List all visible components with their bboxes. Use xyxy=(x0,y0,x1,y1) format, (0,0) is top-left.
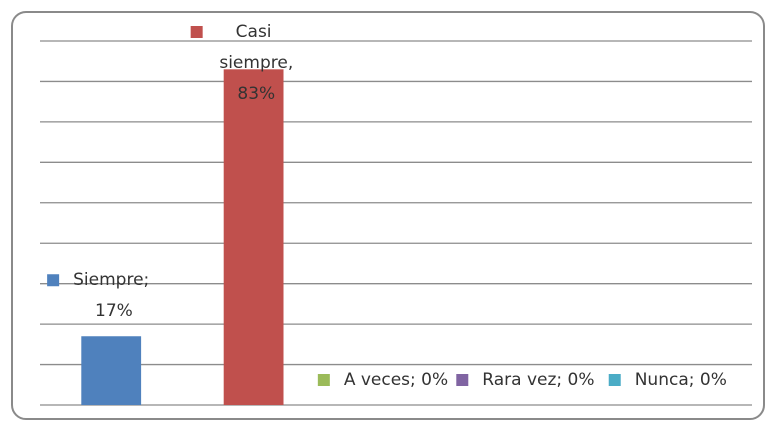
chart-frame xyxy=(11,11,765,420)
legend-key xyxy=(317,374,330,386)
legend-key xyxy=(47,274,60,287)
data-label: Siempre; 17% xyxy=(73,270,149,321)
data-label: A veces; 0% xyxy=(344,370,448,390)
legend-key xyxy=(608,374,621,386)
data-label: Nunca; 0% xyxy=(635,370,727,390)
bar xyxy=(223,69,284,406)
data-label: Casi siempre, 83% xyxy=(214,22,293,104)
legend-key xyxy=(456,374,469,386)
data-label: Rara vez; 0% xyxy=(482,370,594,390)
legend-key xyxy=(190,26,203,38)
bar xyxy=(81,336,142,405)
